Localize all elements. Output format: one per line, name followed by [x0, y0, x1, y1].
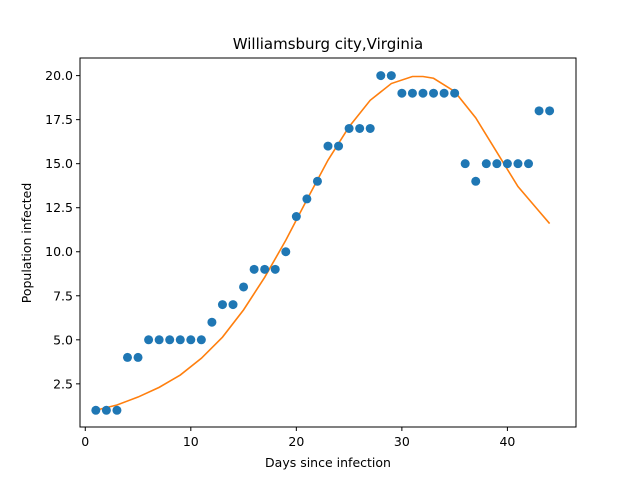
data-point	[323, 141, 333, 151]
data-point	[217, 300, 227, 310]
x-tick-label: 20	[288, 434, 304, 449]
data-point	[397, 88, 407, 98]
y-tick-label: 15.0	[45, 156, 73, 171]
data-point	[481, 159, 491, 169]
data-point	[513, 159, 523, 169]
data-point	[439, 88, 449, 98]
data-point	[365, 123, 375, 133]
data-point	[101, 405, 111, 415]
data-point	[249, 264, 259, 274]
data-point	[144, 335, 154, 345]
data-point	[112, 405, 122, 415]
data-point	[450, 88, 460, 98]
plot-frame	[79, 57, 577, 428]
data-point	[492, 159, 502, 169]
data-point	[91, 405, 101, 415]
x-axis-label: Days since infection	[265, 455, 391, 470]
data-point	[344, 123, 354, 133]
x-tick-label: 40	[499, 434, 515, 449]
data-point	[154, 335, 164, 345]
chart-title: Williamsburg city,Virginia	[233, 35, 424, 53]
data-point	[355, 123, 365, 133]
data-point	[165, 335, 175, 345]
x-tick-label: 0	[81, 434, 89, 449]
data-point	[228, 300, 238, 310]
data-point	[386, 71, 396, 81]
data-point	[312, 176, 322, 186]
data-point	[460, 159, 470, 169]
data-point	[376, 71, 386, 81]
y-tick-label: 2.5	[53, 376, 73, 391]
x-tick-label: 30	[394, 434, 410, 449]
data-point	[502, 159, 512, 169]
data-point	[545, 106, 555, 116]
y-tick-label: 20.0	[45, 68, 73, 83]
x-tick-label: 10	[183, 434, 199, 449]
data-point	[281, 247, 291, 257]
y-axis-label: Population infected	[19, 183, 34, 304]
y-tick-label: 10.0	[45, 244, 73, 259]
y-tick-label: 5.0	[53, 332, 73, 347]
data-point	[239, 282, 249, 292]
y-tick-label: 12.5	[45, 200, 73, 215]
data-point	[270, 264, 280, 274]
plot-area	[91, 71, 555, 415]
data-point	[302, 194, 312, 204]
axes: 0 10 20 30 40 2.5 5.0 7.5 10.0 12.5 15.0 17.5 20.0	[45, 57, 577, 449]
data-point	[429, 88, 439, 98]
data-point	[122, 352, 132, 362]
data-point	[334, 141, 344, 151]
data-point	[260, 264, 270, 274]
data-point	[175, 335, 185, 345]
data-point	[291, 212, 301, 222]
y-tick-label: 7.5	[53, 288, 73, 303]
data-point	[196, 335, 206, 345]
data-point	[418, 88, 428, 98]
data-point	[534, 106, 544, 116]
data-point	[133, 352, 143, 362]
data-point	[207, 317, 217, 327]
data-point	[524, 159, 534, 169]
data-point	[471, 176, 481, 186]
y-tick-label: 17.5	[45, 112, 73, 127]
data-point	[186, 335, 196, 345]
data-point	[407, 88, 417, 98]
